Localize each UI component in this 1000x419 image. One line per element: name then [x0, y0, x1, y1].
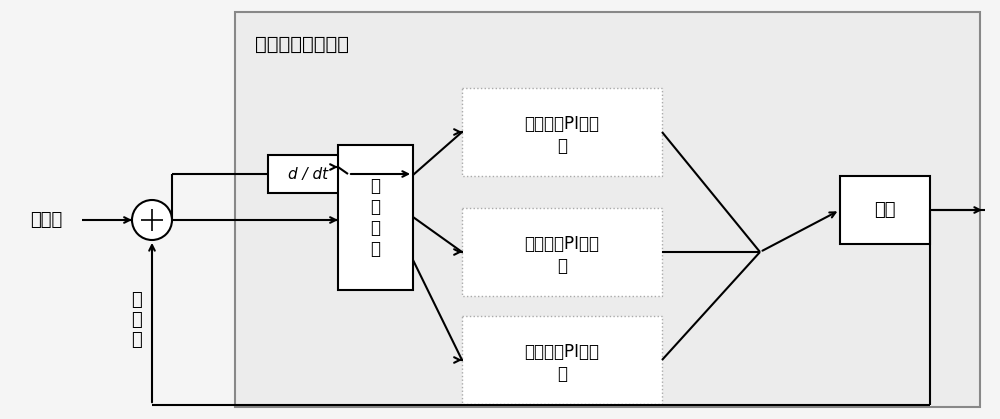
Text: 器: 器	[557, 257, 567, 275]
Bar	[338, 145, 413, 290]
Text: d / dt: d / dt	[288, 166, 328, 181]
Bar	[462, 316, 662, 404]
Bar	[235, 12, 980, 407]
Text: 馈: 馈	[132, 311, 142, 329]
Text: 加速模糊PI控制: 加速模糊PI控制	[524, 115, 600, 133]
Text: 变结构模糊控制器: 变结构模糊控制器	[255, 34, 349, 54]
Text: 值: 值	[132, 331, 142, 349]
Circle shape	[132, 200, 172, 240]
Text: 微动模糊PI控制: 微动模糊PI控制	[524, 343, 600, 361]
Bar	[840, 176, 930, 244]
Text: 反: 反	[132, 291, 142, 309]
Bar	[462, 88, 662, 176]
Text: 给定値: 给定値	[30, 211, 62, 229]
Bar	[462, 208, 662, 296]
Text: 器: 器	[557, 365, 567, 383]
Bar	[268, 155, 348, 193]
Text: 器: 器	[557, 137, 567, 155]
Text: 特
征
识
别: 特 征 识 别	[370, 177, 380, 258]
Text: 减速模糊PI控制: 减速模糊PI控制	[524, 235, 600, 253]
Text: 电机: 电机	[874, 201, 896, 219]
